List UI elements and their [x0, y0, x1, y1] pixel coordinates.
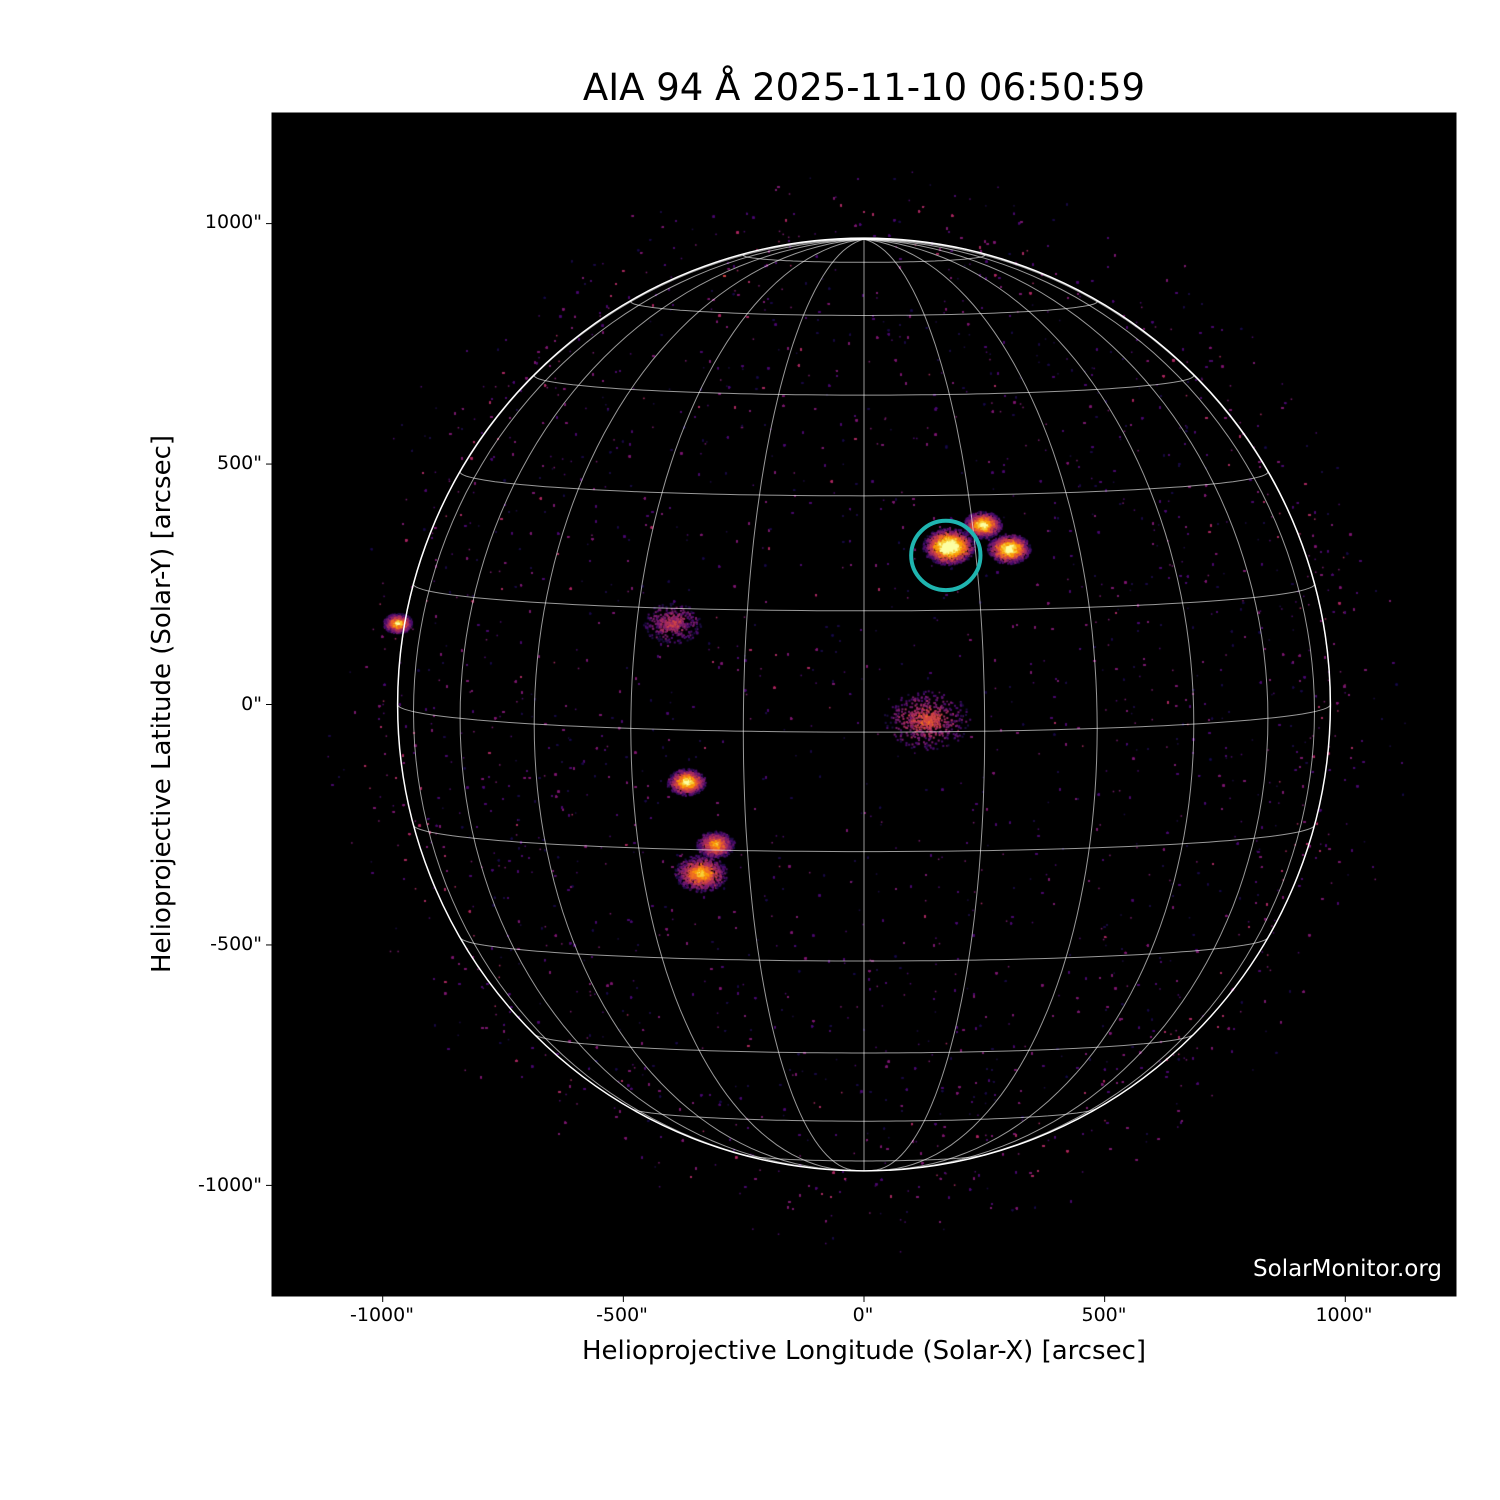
chart-title: AIA 94 Å 2025-11-10 06:50:59: [582, 66, 1146, 109]
longitude-gridline: [863, 238, 1316, 1159]
longitude-gridline: [863, 238, 1195, 1170]
y-axis-label: Helioprojective Latitude (Solar-Y) [arcs…: [147, 434, 177, 974]
longitude-gridline: [742, 238, 865, 1171]
longitude-gridline: [533, 238, 865, 1170]
x-tick-label: 1000": [1315, 1304, 1373, 1326]
y-tick-label: 1000": [204, 211, 262, 233]
longitude-gridline: [863, 238, 1269, 1168]
longitude-gridline: [863, 238, 1331, 705]
x-tick-label: -500": [596, 1304, 648, 1326]
y-tick-label: 500": [216, 452, 262, 474]
highlight-circle: [909, 518, 983, 593]
longitude-gridline: [863, 238, 1098, 1171]
y-tick-label: 0": [241, 693, 262, 715]
x-tick-label: -1000": [350, 1304, 414, 1326]
longitude-gridline: [397, 238, 865, 705]
watermark: SolarMonitor.org: [1253, 1256, 1442, 1282]
longitude-gridline: [412, 238, 865, 1159]
x-tick-label: 500": [1081, 1304, 1127, 1326]
y-tick-label: -500": [210, 933, 262, 955]
solar-limb: [396, 237, 1332, 1172]
x-axis-label: Helioprojective Longitude (Solar-X) [arc…: [581, 1336, 1147, 1366]
longitude-gridline: [630, 238, 865, 1171]
longitude-gridline: [459, 238, 865, 1168]
x-tick-label: 0": [852, 1304, 874, 1326]
y-tick-label: -1000": [198, 1174, 262, 1196]
longitude-gridline: [863, 238, 986, 1171]
